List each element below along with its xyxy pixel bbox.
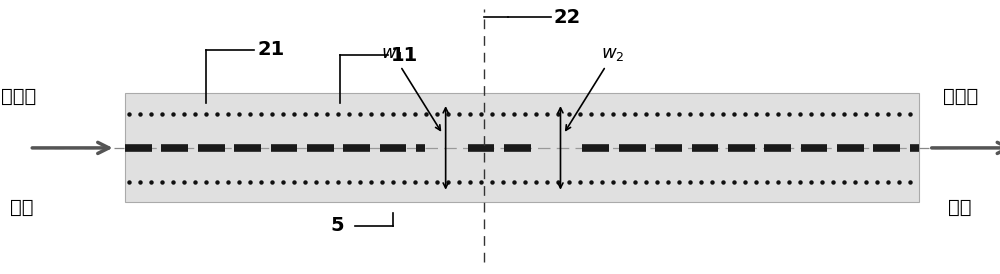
Text: 21: 21	[257, 40, 284, 59]
Text: $w_2$: $w_2$	[566, 45, 625, 130]
Text: 11: 11	[391, 46, 418, 65]
Text: 末端: 末端	[948, 198, 972, 217]
Text: 输出口: 输出口	[943, 87, 978, 105]
Text: 馈入口: 馈入口	[1, 87, 36, 105]
Text: 首端: 首端	[10, 198, 34, 217]
Text: $w_1$: $w_1$	[381, 45, 440, 130]
Bar	[125, 93, 919, 202]
Text: 22: 22	[554, 8, 581, 27]
Text: 5: 5	[331, 216, 344, 235]
